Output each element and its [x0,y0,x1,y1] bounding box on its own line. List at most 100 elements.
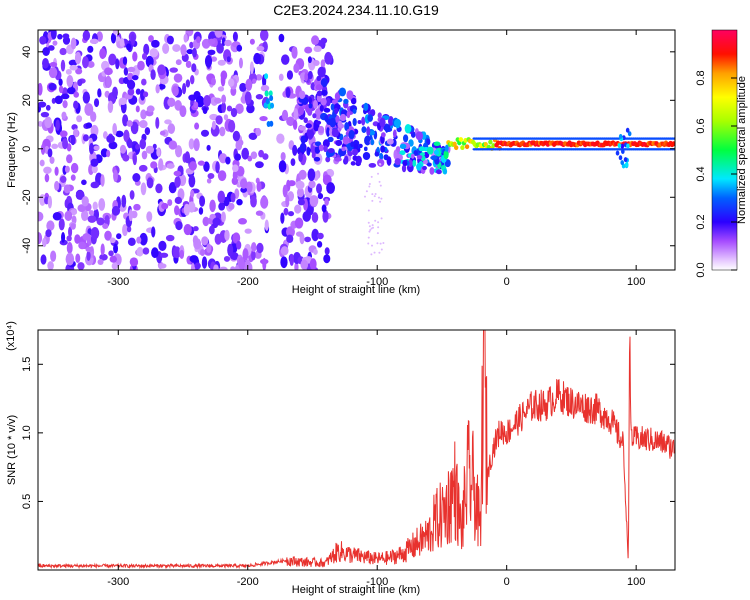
heatmap-cell [297,198,305,206]
heatmap-cell [207,49,216,56]
heatmap-cell [184,151,191,164]
heatmap-cell [203,94,211,107]
heatmap-cell [58,85,64,94]
heatmap-cell [93,98,100,108]
heatmap-cell [109,255,117,263]
heatmap-cell [70,174,76,181]
heatmap-cell [126,120,133,127]
heatmap-cell [435,169,442,175]
heatmap-cell [119,37,125,47]
heatmap-cell [87,60,95,68]
heatmap-cell [259,30,269,41]
heatmap-cell [265,98,270,105]
heatmap-cell [209,199,216,213]
heatmap-cell [132,173,141,183]
colorbar-tick-label: 0.6 [695,118,707,133]
heatmap-cell [131,75,139,81]
heatmap-cell [285,87,291,98]
heatmap-cell [236,44,243,52]
heatmap-cell [377,172,380,175]
heatmap-cell [216,43,224,54]
heatmap-cell [143,43,150,56]
heatmap-cell [363,195,366,198]
heatmap-cell [50,30,57,40]
heatmap-cell [82,56,89,69]
heatmap-cell [308,180,316,189]
heatmap-cell [294,217,304,229]
heatmap-cell [350,97,357,105]
heatmap-cell [123,67,129,76]
heatmap-cell [173,73,183,83]
snr-series-line [38,330,675,570]
heatmap-cell [44,116,53,129]
heatmap-cell [223,114,229,121]
heatmap-cell [318,144,324,152]
heatmap-cell [66,235,72,242]
heatmap-cell [174,176,181,188]
heatmap-cell [368,225,371,228]
heatmap-cell [367,221,370,224]
heatmap-cell [443,168,448,175]
heatmap-cell [368,230,371,233]
heatmap-cell [179,105,187,118]
heatmap-cell [238,218,248,225]
heatmap-cell [167,199,173,207]
heatmap-cell [151,226,156,238]
heatmap-cell [155,84,160,94]
heatmap-cell [162,43,170,54]
heatmap-cell [255,161,264,169]
heatmap-cell [141,150,148,160]
heatmap-cell [323,145,328,153]
heatmap-cell [90,181,100,189]
heatmap-cell [44,173,50,183]
heatmap-cell [256,181,262,192]
heatmap-cell [59,47,67,56]
snr-frame [37,329,676,571]
heatmap-cell [426,146,434,155]
heatmap-cell [88,210,95,216]
heatmap-cell [350,141,355,148]
heatmap-cell [192,226,199,232]
heatmap-cell [76,115,83,123]
heatmap-cell [167,97,176,108]
heatmap-cell [75,253,81,264]
heatmap-cell [199,195,206,207]
heatmap-cell [129,190,135,200]
heatmap-cell [315,120,322,125]
heatmap-cell [151,39,160,48]
heatmap-cell [165,234,175,242]
snr-x-ticks: -300 -200 -100 0 100 [107,330,645,588]
heatmap-cell [75,68,83,75]
heatmap-cell [227,78,235,87]
heatmap-cell [311,228,319,242]
heatmap-cell [623,157,628,163]
heatmap-cell [255,210,264,216]
spectrogram-frame [37,29,676,271]
heatmap-cell [368,183,371,186]
heatmap-cell [52,40,58,46]
heatmap-cell [300,259,309,270]
heatmap-cell [399,150,406,156]
heatmap-cell [362,151,371,161]
heatmap-cell [401,164,407,173]
heatmap-cell [255,127,262,137]
heatmap-cell [313,248,318,255]
heatmap-cell [238,257,246,270]
heatmap-cell [122,223,128,237]
heatmap-cell [43,166,52,174]
heatmap-cell [291,46,298,59]
colorbar-tick-label: 0.8 [695,70,707,85]
heatmap-cell [379,242,382,245]
heatmap-cell [321,89,328,96]
heatmap-cell [145,145,155,154]
heatmap-cell [110,32,117,44]
heatmap-cell [64,165,70,173]
heatmap-cell [166,35,174,45]
heatmap-cell [366,126,371,137]
heatmap-cell [198,207,204,215]
heatmap-cell [251,250,256,261]
heatmap-cell [66,242,73,254]
heatmap-cell [232,164,239,172]
heatmap-cell [412,159,417,167]
heatmap-cell [179,249,185,259]
